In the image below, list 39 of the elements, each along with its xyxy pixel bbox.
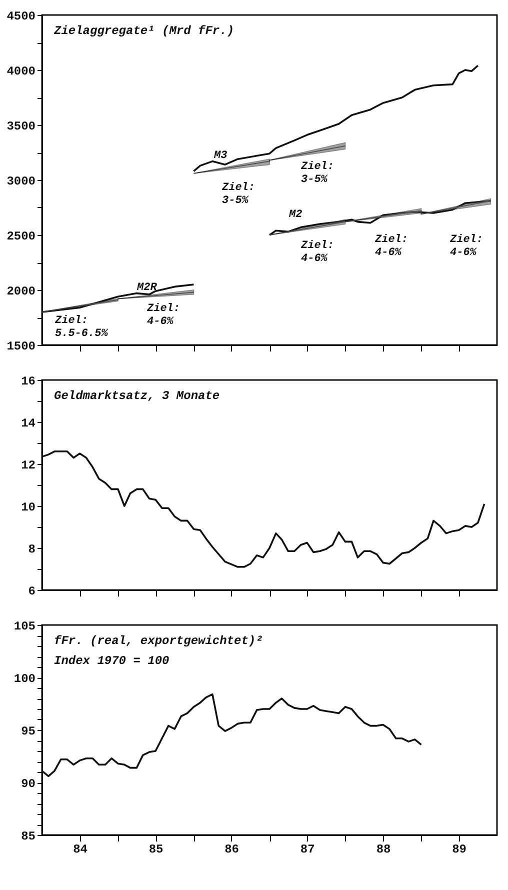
y-tick-label: 85 bbox=[21, 830, 36, 844]
annotation: M2 bbox=[288, 209, 303, 221]
y-tick-label: 4500 bbox=[6, 10, 36, 24]
text: Index 1970 = 100 bbox=[54, 654, 170, 668]
y-tick-label: 3500 bbox=[6, 120, 36, 134]
annotation: Ziel: 4-6% bbox=[374, 234, 408, 259]
y-tick-label: 12 bbox=[21, 458, 36, 472]
x-tick-label: 84 bbox=[73, 842, 88, 856]
y-tick-label: 90 bbox=[21, 777, 36, 791]
x-tick-label: 88 bbox=[376, 842, 391, 856]
y-tick-label: 1500 bbox=[6, 340, 36, 354]
y-tick-label: 95 bbox=[21, 724, 36, 738]
annotation: Ziel: 4-6% bbox=[449, 234, 484, 259]
y-tick-label: 4000 bbox=[6, 64, 36, 78]
annotation: Ziel: 3-5% bbox=[221, 182, 256, 207]
y-tick-label: 8 bbox=[28, 542, 36, 556]
y-tick-label: 3000 bbox=[6, 174, 36, 188]
annotation: M2R bbox=[136, 282, 158, 294]
y-tick-label: 2500 bbox=[6, 230, 36, 244]
y-tick-label: 100 bbox=[14, 672, 36, 686]
x-tick-label: 87 bbox=[300, 842, 315, 856]
text: fFr. (real, exportgewichtet)² bbox=[54, 634, 263, 648]
annotation: Ziel: 4-6% bbox=[300, 240, 334, 265]
y-tick-label: 10 bbox=[21, 500, 36, 514]
line-series bbox=[192, 64, 479, 172]
x-tick-label: 86 bbox=[224, 842, 240, 856]
y-tick-label: 105 bbox=[14, 620, 36, 634]
y-tick-label: 14 bbox=[21, 416, 36, 430]
text: Zielaggregate¹ (Mrd fFr.) bbox=[53, 24, 234, 38]
annotation: Ziel: 3-5% bbox=[300, 161, 334, 186]
x-tick-label: 89 bbox=[452, 842, 467, 856]
y-tick-label: 6 bbox=[28, 584, 36, 598]
text: Geldmarktsatz, 3 Monate bbox=[54, 389, 220, 403]
annotation: Ziel: 5.5-6.5% bbox=[54, 315, 110, 340]
annotation: Ziel: 4-6% bbox=[146, 303, 180, 328]
y-tick-label: 2000 bbox=[6, 284, 36, 298]
y-tick-label: 16 bbox=[21, 374, 36, 388]
x-tick-label: 85 bbox=[148, 842, 164, 856]
annotation: M3 bbox=[213, 150, 228, 162]
